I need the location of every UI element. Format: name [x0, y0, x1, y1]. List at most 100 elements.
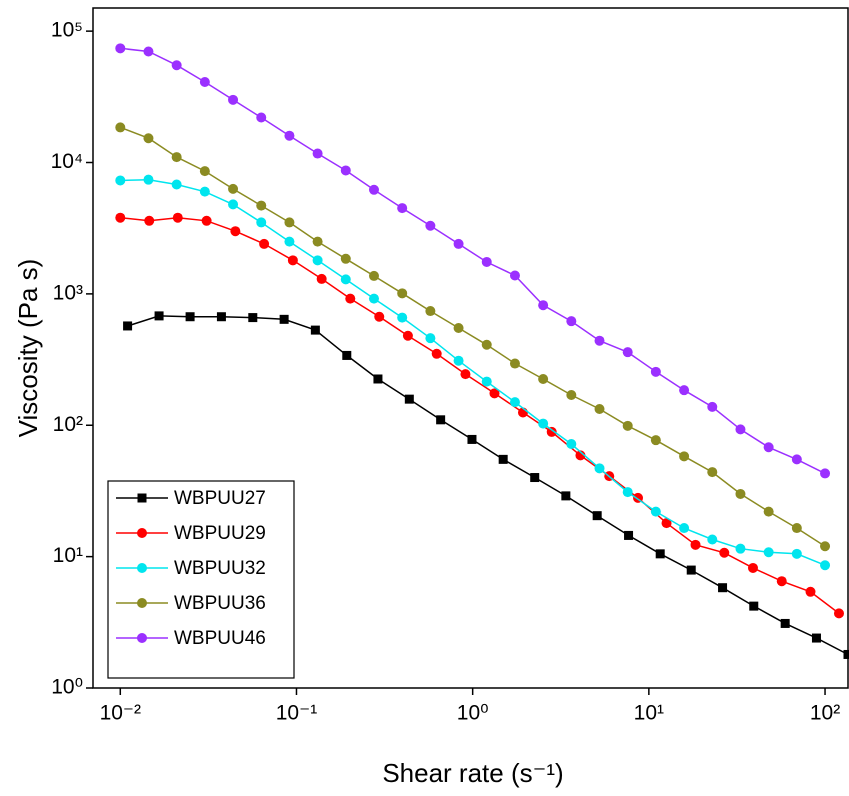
marker [340, 253, 351, 264]
marker [256, 217, 267, 228]
marker [763, 442, 774, 453]
marker [566, 316, 577, 327]
marker [312, 148, 323, 159]
marker [735, 424, 746, 435]
y-tick-label: 10⁵ [51, 19, 83, 42]
marker [137, 598, 147, 608]
marker [791, 523, 802, 534]
marker [137, 563, 147, 573]
marker [279, 314, 289, 324]
marker [143, 133, 154, 144]
marker [453, 238, 464, 249]
x-tick-label: 10² [810, 702, 840, 725]
marker [624, 530, 634, 540]
marker [780, 618, 790, 628]
marker [340, 165, 351, 176]
marker [397, 288, 408, 299]
x-axis-title: Shear rate (s⁻¹) [382, 758, 563, 788]
series-line [120, 126, 826, 547]
marker [655, 549, 665, 559]
marker [460, 369, 471, 380]
marker [342, 350, 352, 360]
marker [287, 255, 298, 266]
marker [498, 454, 508, 464]
marker [592, 511, 602, 521]
marker [650, 366, 661, 377]
marker [453, 355, 464, 366]
marker [707, 467, 718, 478]
marker [747, 562, 758, 573]
marker [172, 212, 183, 223]
marker [368, 184, 379, 195]
marker [707, 401, 718, 412]
marker [368, 293, 379, 304]
marker [228, 199, 239, 210]
marker [284, 130, 295, 141]
marker [489, 388, 500, 399]
marker [199, 77, 210, 88]
marker [833, 608, 844, 619]
marker [137, 633, 147, 643]
legend-label: WBPUU32 [174, 558, 266, 579]
marker [530, 473, 540, 483]
x-tick-label: 10⁰ [457, 702, 489, 725]
marker [820, 541, 831, 552]
marker [374, 311, 385, 322]
marker [805, 586, 816, 597]
marker [425, 306, 436, 317]
legend-label: WBPUU36 [174, 593, 266, 614]
marker [284, 236, 295, 247]
marker [650, 506, 661, 517]
marker [154, 311, 164, 321]
marker [185, 312, 195, 322]
marker [749, 601, 759, 611]
marker [402, 330, 413, 341]
y-tick-label: 10⁴ [51, 150, 83, 173]
marker [811, 633, 821, 643]
marker [228, 94, 239, 105]
marker [561, 491, 571, 501]
marker [143, 174, 154, 185]
marker [679, 385, 690, 396]
legend-label: WBPUU46 [174, 628, 266, 649]
marker [248, 313, 258, 323]
marker [481, 339, 492, 350]
marker [776, 576, 787, 587]
y-tick-label: 10¹ [53, 544, 83, 567]
marker [622, 487, 633, 498]
marker [661, 518, 672, 529]
y-axis-title: Viscosity (Pa s) [13, 259, 43, 438]
marker [230, 226, 241, 237]
marker [763, 547, 774, 558]
marker [594, 463, 605, 474]
marker [453, 322, 464, 333]
marker [171, 152, 182, 163]
marker [538, 373, 549, 384]
marker [310, 325, 320, 335]
marker [425, 220, 436, 231]
y-tick-label: 10² [53, 413, 83, 436]
marker [594, 335, 605, 346]
y-tick-label: 10³ [53, 281, 83, 304]
marker [546, 426, 557, 437]
marker [679, 523, 690, 534]
marker [431, 348, 442, 359]
marker [509, 397, 520, 408]
marker [144, 215, 155, 226]
marker [345, 293, 356, 304]
marker [566, 438, 577, 449]
series-line [120, 178, 826, 566]
marker [622, 347, 633, 358]
marker [707, 534, 718, 545]
marker [690, 539, 701, 550]
marker [566, 389, 577, 400]
marker [436, 415, 446, 425]
marker [397, 203, 408, 214]
marker [820, 560, 831, 571]
marker [763, 506, 774, 517]
marker [686, 565, 696, 575]
marker [509, 270, 520, 281]
marker [735, 488, 746, 499]
y-tick-label: 10⁰ [51, 676, 83, 699]
marker [115, 43, 126, 54]
